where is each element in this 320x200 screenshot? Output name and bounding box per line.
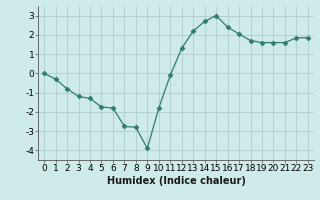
X-axis label: Humidex (Indice chaleur): Humidex (Indice chaleur) — [107, 176, 245, 186]
